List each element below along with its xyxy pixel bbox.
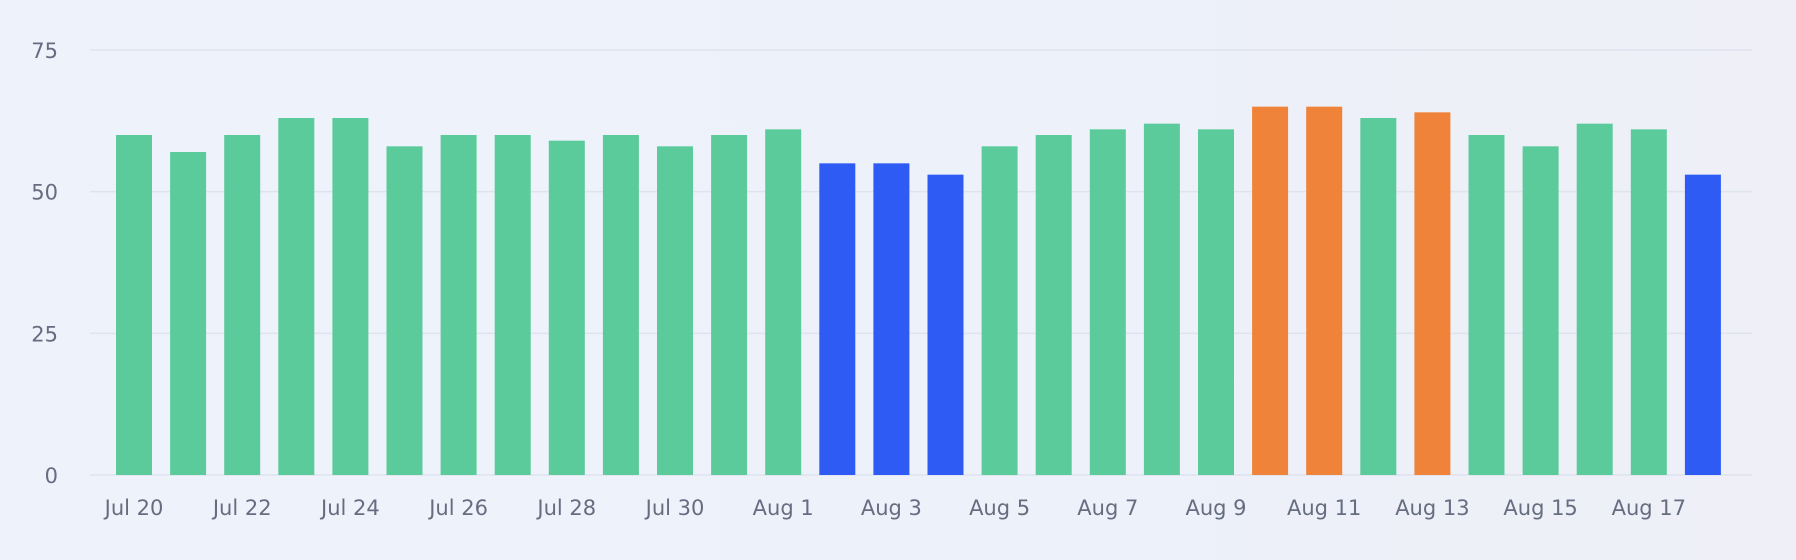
bar-jul-31 — [711, 135, 748, 475]
y-tick-label: 0 — [45, 464, 58, 488]
y-axis-ticks: 0 25 50 75 — [31, 39, 58, 488]
bar-aug-4 — [927, 174, 964, 475]
bar-jul-24 — [332, 118, 369, 475]
x-tick-label: Aug 15 — [1503, 496, 1577, 520]
bar-aug-3 — [873, 163, 910, 476]
bar-aug-1 — [765, 129, 802, 476]
bar-jul-25 — [386, 146, 423, 476]
x-tick-label: Jul 30 — [644, 496, 705, 520]
bar-aug-2 — [819, 163, 856, 476]
bar-aug-5 — [981, 146, 1018, 476]
bar-jul-28 — [548, 140, 585, 475]
x-tick-label: Aug 1 — [753, 496, 814, 520]
bar-jul-21 — [170, 152, 207, 475]
bar-aug-12 — [1360, 118, 1397, 475]
bar-aug-11 — [1306, 106, 1343, 476]
bar-jul-26 — [440, 135, 477, 475]
x-tick-label: Aug 7 — [1077, 496, 1138, 520]
x-tick-label: Jul 28 — [535, 496, 596, 520]
bar-jul-27 — [494, 135, 531, 475]
y-tick-label: 75 — [31, 39, 58, 63]
x-tick-label: Aug 11 — [1287, 496, 1361, 520]
x-tick-label: Jul 22 — [211, 496, 272, 520]
x-tick-label: Jul 24 — [319, 496, 380, 520]
x-tick-label: Aug 17 — [1612, 496, 1686, 520]
bar-aug-8 — [1143, 123, 1180, 476]
bar-aug-10 — [1252, 106, 1289, 476]
bar-aug-6 — [1035, 135, 1072, 475]
bars — [116, 106, 1721, 476]
x-axis-ticks: Jul 20 Jul 22 Jul 24 Jul 26 Jul 28 Jul 30 Aug … — [103, 496, 1686, 520]
x-tick-label: Aug 9 — [1185, 496, 1246, 520]
bar-aug-7 — [1089, 129, 1126, 476]
y-tick-label: 50 — [31, 181, 58, 205]
bar-aug-13 — [1414, 112, 1451, 475]
bar-aug-15 — [1522, 146, 1559, 476]
x-tick-label: Aug 3 — [861, 496, 922, 520]
x-tick-label: Aug 13 — [1395, 496, 1469, 520]
x-tick-label: Jul 26 — [427, 496, 488, 520]
bar-jul-22 — [224, 135, 261, 475]
bar-jul-20 — [116, 135, 152, 475]
bar-aug-16 — [1576, 123, 1613, 476]
bar-jul-30 — [657, 146, 693, 476]
bar-aug-9 — [1198, 129, 1234, 476]
bar-jul-23 — [278, 118, 315, 475]
bar-aug-17 — [1630, 129, 1667, 476]
x-tick-label: Aug 5 — [969, 496, 1030, 520]
y-tick-label: 25 — [31, 322, 58, 346]
x-tick-label: Jul 20 — [103, 496, 164, 520]
bar-jul-29 — [602, 135, 639, 475]
bar-aug-18 — [1684, 174, 1721, 475]
bar-aug-14 — [1468, 135, 1505, 475]
